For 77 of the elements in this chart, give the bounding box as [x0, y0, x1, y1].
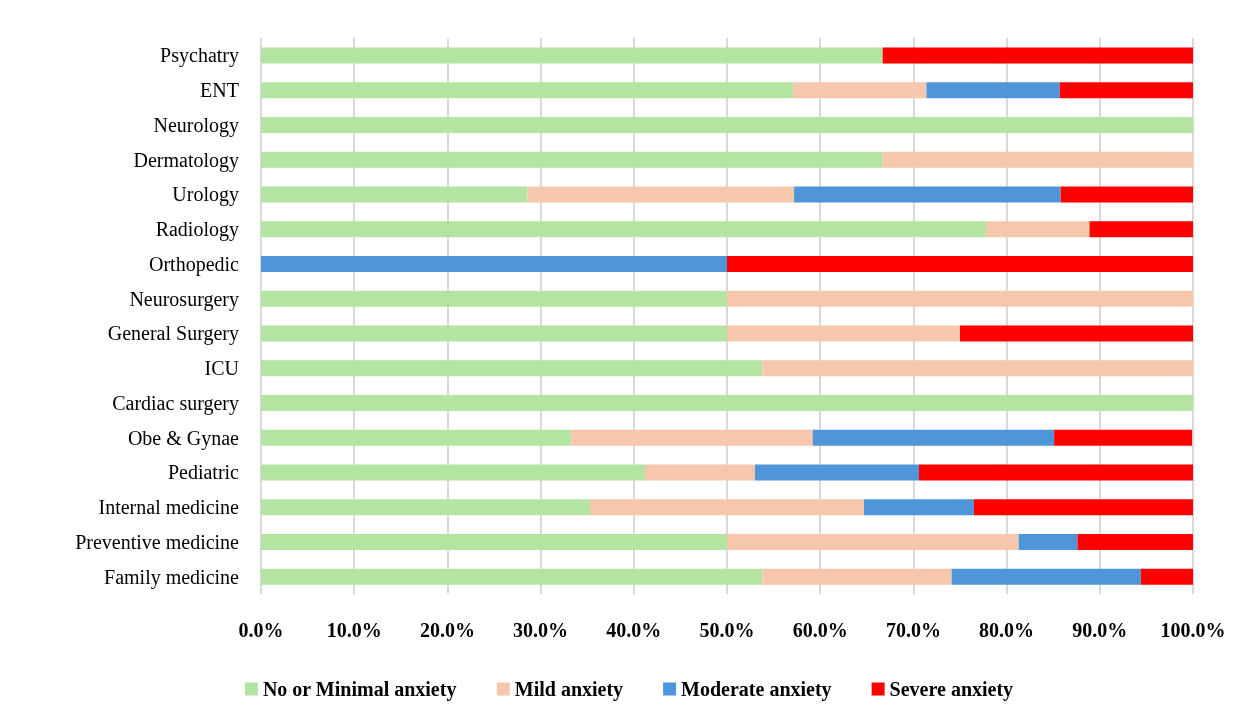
x-tick-label: 50.0% [699, 619, 755, 641]
bar [261, 151, 883, 168]
bar [261, 499, 590, 516]
bar [727, 533, 1019, 550]
x-tick-label: 100.0% [1160, 619, 1226, 641]
y-tick-label: Orthopedic [149, 252, 240, 276]
y-tick-label: Psychatry [160, 44, 239, 68]
bar [261, 568, 763, 585]
x-tick-label: 90.0% [1072, 619, 1128, 641]
x-tick-label: 40.0% [606, 619, 662, 641]
bar [261, 394, 1193, 411]
bar [261, 325, 727, 342]
legend-label: Mild anxiety [514, 678, 624, 701]
bar [261, 255, 727, 272]
bar [1054, 429, 1193, 446]
bar [727, 325, 960, 342]
bar [951, 568, 1141, 585]
y-tick-label: Obe & Gynae [127, 426, 240, 450]
bar [1018, 533, 1078, 550]
bar [1060, 186, 1193, 203]
bar [986, 221, 1090, 238]
bar [812, 429, 1055, 446]
bar [762, 360, 1193, 377]
bar [727, 290, 1193, 307]
x-tick-label: 10.0% [326, 619, 382, 641]
bar [644, 464, 755, 481]
bar [261, 221, 987, 238]
legend-label: No or Minimal anxiety [262, 678, 457, 701]
bar [960, 325, 1193, 342]
bar [754, 464, 919, 481]
bar [261, 429, 572, 446]
bar [1059, 82, 1193, 99]
bar [882, 47, 1193, 64]
y-tick-label: Preventive medicine [75, 530, 240, 553]
x-tick-label: 60.0% [792, 619, 848, 641]
bar [1140, 568, 1193, 585]
y-tick-label: Family medicine [104, 565, 240, 589]
x-tick-label: 20.0% [419, 619, 475, 641]
x-tick-label: 70.0% [885, 619, 941, 641]
bar [261, 464, 645, 481]
bar [261, 47, 883, 64]
bar [261, 116, 1193, 133]
y-tick-label: Internal medicine [98, 496, 240, 519]
y-tick-label: Neurology [153, 113, 239, 137]
y-tick-label: Urology [172, 183, 239, 207]
bar [590, 499, 864, 516]
y-tick-label: Pediatric [167, 461, 240, 484]
legend-label: Severe anxiety [889, 678, 1014, 701]
bar [918, 464, 1193, 481]
y-tick-label: Dermatology [133, 148, 239, 172]
y-tick-label: Radiology [155, 218, 239, 242]
bar [727, 255, 1193, 272]
bar [261, 290, 727, 307]
bar [527, 186, 795, 203]
bar [261, 82, 794, 99]
legend-label: Moderate anxiety [681, 678, 832, 701]
bar [261, 360, 763, 377]
y-tick-label: General Surgery [107, 322, 239, 346]
y-tick-label: Neurosurgery [129, 287, 239, 311]
y-tick-label: ENT [200, 79, 239, 102]
x-tick-label: 30.0% [513, 619, 569, 641]
y-tick-label: ICU [204, 357, 240, 380]
x-tick-label: 0.0% [238, 619, 284, 641]
bar [1077, 533, 1193, 550]
bar [973, 499, 1193, 516]
bar [261, 186, 528, 203]
bar [261, 533, 727, 550]
y-tick-label: Cardiac surgery [112, 391, 239, 415]
bar [794, 186, 1061, 203]
bar [882, 151, 1193, 168]
bar [762, 568, 952, 585]
bar [793, 82, 927, 99]
bar [1089, 221, 1193, 238]
x-tick-label: 80.0% [979, 619, 1035, 641]
bar [571, 429, 813, 446]
bar [926, 82, 1060, 99]
bar [864, 499, 974, 516]
